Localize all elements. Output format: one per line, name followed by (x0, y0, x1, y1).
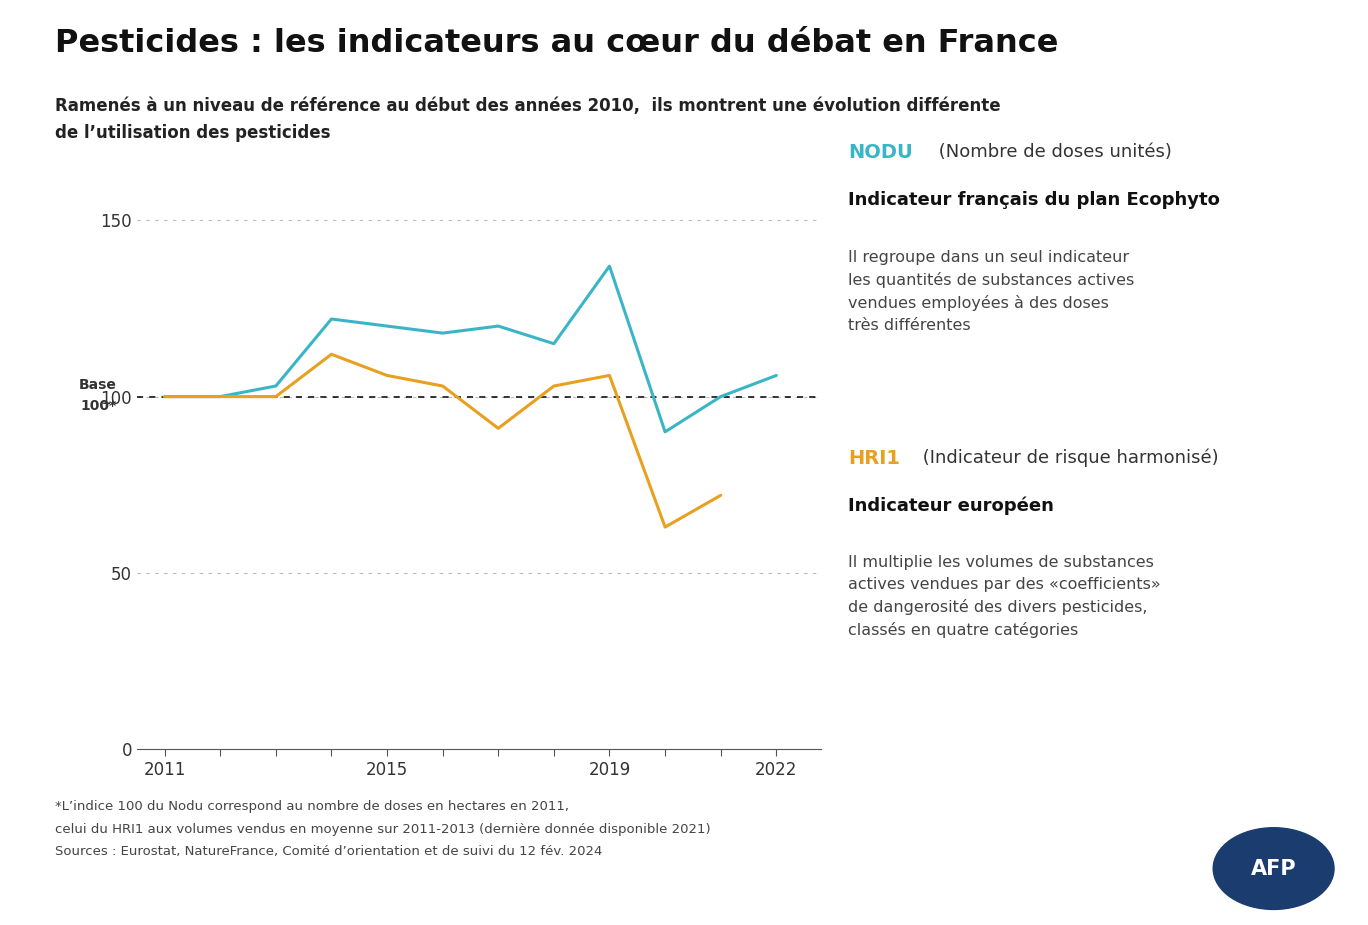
Text: Il multiplie les volumes de substances
actives vendues par des «coefficients»
de: Il multiplie les volumes de substances a… (848, 555, 1161, 638)
Text: de l’utilisation des pesticides: de l’utilisation des pesticides (55, 124, 330, 142)
Text: Indicateur européen: Indicateur européen (848, 497, 1053, 515)
Text: Sources : Eurostat, NatureFrance, Comité d’orientation et de suivi du 12 fév. 20: Sources : Eurostat, NatureFrance, Comité… (55, 845, 602, 858)
Circle shape (1213, 828, 1334, 909)
Text: NODU: NODU (848, 143, 912, 163)
Text: Indicateur français du plan Ecophyto: Indicateur français du plan Ecophyto (848, 191, 1220, 209)
Text: Base: Base (78, 378, 116, 392)
Text: HRI1: HRI1 (848, 449, 900, 468)
Text: 100*: 100* (81, 399, 116, 413)
Text: AFP: AFP (1250, 858, 1297, 879)
Text: Ramenés à un niveau de référence au début des années 2010,  ils montrent une évo: Ramenés à un niveau de référence au débu… (55, 97, 1000, 115)
Text: (Nombre de doses unités): (Nombre de doses unités) (933, 143, 1172, 161)
Text: (Indicateur de risque harmonisé): (Indicateur de risque harmonisé) (917, 449, 1218, 467)
Text: *L’indice 100 du Nodu correspond au nombre de doses en hectares en 2011,: *L’indice 100 du Nodu correspond au nomb… (55, 800, 569, 813)
Text: celui du HRI1 aux volumes vendus en moyenne sur 2011-2013 (dernière donnée dispo: celui du HRI1 aux volumes vendus en moye… (55, 823, 710, 836)
Text: Il regroupe dans un seul indicateur
les quantités de substances actives
vendues : Il regroupe dans un seul indicateur les … (848, 250, 1134, 333)
Text: Pesticides : les indicateurs au cœur du débat en France: Pesticides : les indicateurs au cœur du … (55, 28, 1057, 59)
